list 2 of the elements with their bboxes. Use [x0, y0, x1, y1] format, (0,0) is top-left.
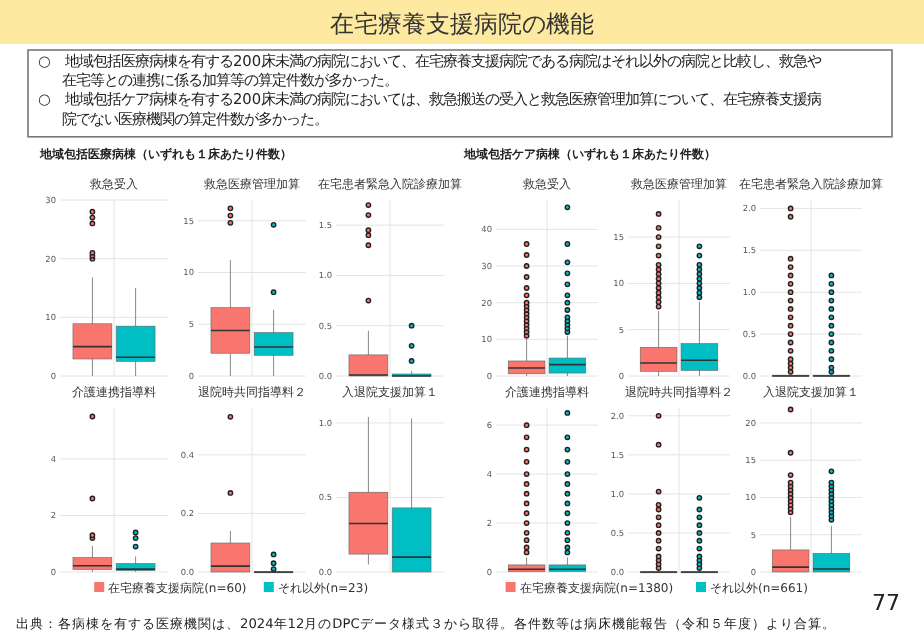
text: 在宅療養支援病院の機能	[330, 10, 594, 38]
text: 77	[872, 590, 900, 616]
